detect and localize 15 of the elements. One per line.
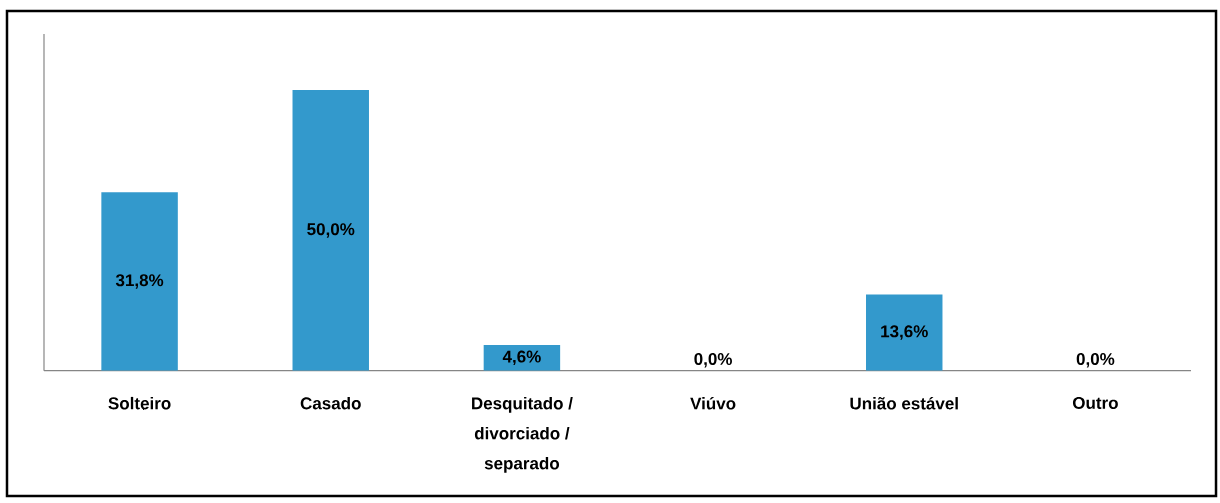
data-label: 4,6% bbox=[502, 350, 541, 366]
data-label: 0,0% bbox=[1076, 353, 1115, 368]
x-tick-label: Solteiro bbox=[108, 396, 171, 410]
x-tick-label: Casado bbox=[300, 396, 361, 410]
bar bbox=[866, 294, 943, 371]
bar bbox=[101, 192, 178, 371]
data-label: 0,0% bbox=[694, 353, 732, 368]
x-tick-label: Outro bbox=[1072, 396, 1118, 409]
bar bbox=[292, 90, 369, 371]
data-label: 13,6% bbox=[881, 325, 928, 340]
x-tick-label: Desquitado / divorciado / separado bbox=[472, 396, 573, 473]
x-tick-label: União estável bbox=[850, 396, 958, 410]
data-label: 50,0% bbox=[307, 223, 355, 238]
x-tick-label: Viúvo bbox=[690, 396, 736, 410]
data-label: 31,8% bbox=[115, 274, 164, 289]
